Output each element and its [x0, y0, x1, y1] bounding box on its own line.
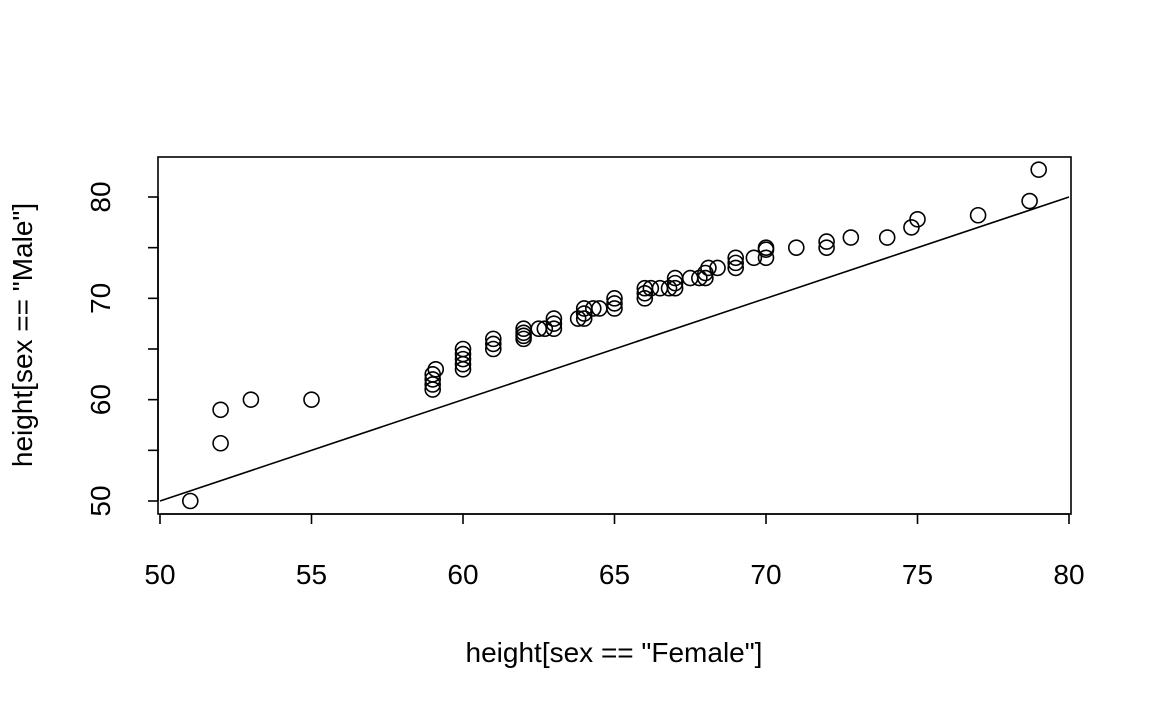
data-point	[427, 360, 445, 378]
reference-line-layer	[159, 196, 1070, 502]
data-point	[681, 269, 699, 287]
data-point	[757, 249, 775, 267]
data-point	[242, 391, 260, 408]
x-tick-label: 60	[447, 559, 478, 590]
data-point	[727, 259, 745, 277]
data-point	[1021, 192, 1038, 210]
x-tick-label: 75	[902, 559, 933, 590]
y-tick-label: 80	[85, 181, 116, 212]
data-point	[878, 229, 896, 246]
data-point	[454, 345, 472, 363]
data-point	[545, 310, 563, 327]
data-point	[818, 239, 835, 256]
data-point	[642, 279, 660, 297]
data-point	[636, 284, 654, 302]
data-point	[697, 269, 714, 287]
data-point	[484, 335, 502, 353]
data-point	[454, 350, 472, 368]
data-point	[745, 249, 763, 267]
data-point	[606, 295, 623, 312]
y-tick-label: 50	[85, 485, 116, 516]
data-point	[575, 310, 593, 327]
x-tick-label: 50	[144, 559, 175, 590]
data-point	[818, 233, 835, 250]
data-point	[584, 300, 602, 317]
data-point	[484, 340, 502, 358]
data-point	[1030, 161, 1047, 178]
x-tick-label: 70	[750, 559, 781, 590]
data-point	[606, 290, 623, 307]
data-point	[660, 279, 678, 297]
data-point	[727, 249, 745, 267]
x-tick-label: 55	[296, 559, 327, 590]
data-point	[909, 210, 926, 228]
data-point	[454, 340, 472, 358]
data-point	[484, 330, 502, 348]
reference-line	[159, 196, 1070, 502]
data-point	[842, 229, 860, 246]
data-point	[182, 492, 199, 510]
data-point	[536, 320, 554, 338]
y-axis: 50 60 70 80	[85, 181, 159, 517]
data-point	[787, 239, 805, 256]
data-point	[969, 206, 987, 224]
y-tick-label: 70	[85, 283, 116, 314]
x-axis: 50 55 60 65 70 75 80	[144, 513, 1085, 590]
data-point	[545, 320, 563, 338]
data-point	[651, 279, 669, 297]
data-point	[212, 434, 229, 452]
x-tick-label: 65	[599, 559, 630, 590]
data-point	[691, 269, 708, 287]
data-point	[636, 290, 654, 307]
data-point	[569, 310, 587, 327]
data-point	[700, 259, 717, 277]
data-point	[575, 305, 593, 322]
data-point	[606, 300, 623, 317]
y-tick-label: 60	[85, 384, 116, 415]
data-point	[515, 324, 532, 342]
data-point	[212, 401, 229, 419]
data-point	[727, 254, 745, 272]
x-tick-label: 80	[1053, 559, 1084, 590]
data-point	[757, 239, 775, 256]
data-point	[545, 315, 563, 332]
data-point	[303, 391, 320, 408]
y-axis-title: height[sex == "Male"]	[7, 203, 38, 467]
points-layer	[182, 161, 1047, 510]
data-point	[709, 259, 726, 277]
plot-frame	[157, 156, 1072, 515]
x-axis-title: height[sex == "Female"]	[466, 637, 763, 668]
data-point	[424, 371, 442, 388]
data-point	[666, 279, 684, 297]
data-point	[666, 274, 684, 292]
